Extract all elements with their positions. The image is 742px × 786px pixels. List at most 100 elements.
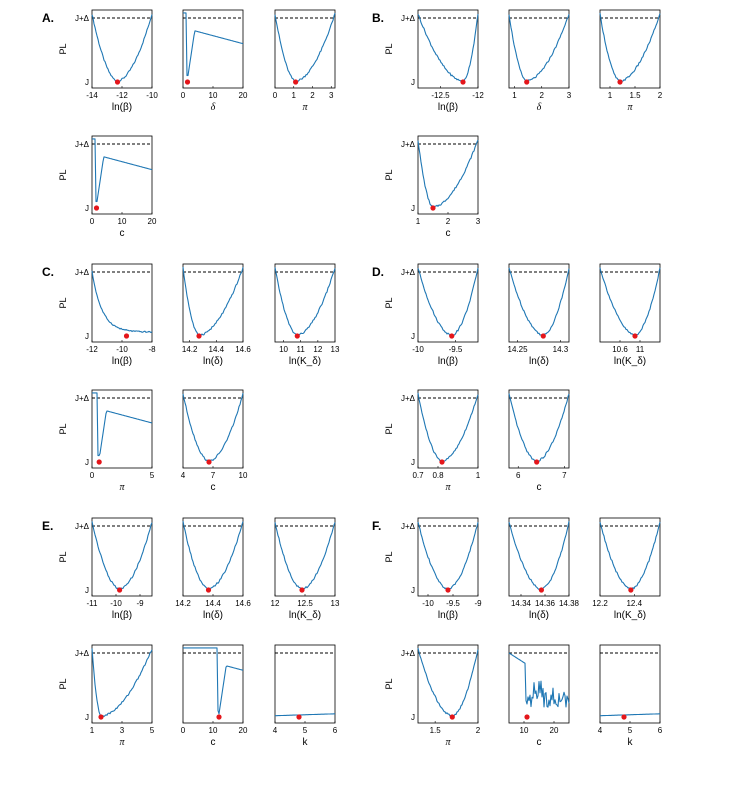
profile-likelihood-curve — [417, 139, 479, 208]
x-tick-label: 1 — [512, 91, 517, 100]
optimum-point — [293, 79, 299, 85]
x-axis-label: ln(K_δ) — [614, 610, 646, 621]
x-tick-label: 3 — [567, 91, 572, 100]
x-tick-label: 10 — [239, 471, 248, 480]
subplot-15: 14.25 14.3 ln(δ) — [508, 263, 570, 367]
x-tick-label: 14.2 — [175, 599, 191, 608]
y-tick-bottom: J — [85, 713, 89, 722]
x-tick-label: -12 — [472, 91, 484, 100]
x-tick-label: 1 — [90, 726, 95, 735]
x-tick-label: 0.7 — [412, 471, 424, 480]
y-tick-top: J+Δ — [75, 649, 90, 658]
x-tick-label: 2 — [446, 217, 451, 226]
x-tick-label: 12.4 — [626, 599, 642, 608]
subplot-frame — [417, 263, 479, 343]
subplot-frame — [508, 389, 570, 469]
x-tick-label: 6 — [333, 726, 338, 735]
x-axis-label: ln(β) — [112, 610, 132, 621]
optimum-point — [628, 587, 634, 593]
x-tick-label: 4 — [181, 471, 186, 480]
x-tick-label: -8 — [148, 345, 156, 354]
subplot-7: 1 1.5 2 π — [599, 9, 663, 113]
panel-label: C. — [42, 265, 54, 279]
x-tick-label: 3 — [476, 217, 481, 226]
x-tick-label: 3 — [120, 726, 125, 735]
y-tick-top: J+Δ — [401, 522, 416, 531]
y-tick-bottom: J — [411, 586, 415, 595]
x-tick-label: 1 — [608, 91, 613, 100]
subplot-6: 1 2 3 δ — [508, 9, 572, 113]
x-tick-label: -12 — [86, 345, 98, 354]
x-tick-label: 10 — [279, 345, 288, 354]
x-axis-label: ln(β) — [438, 610, 458, 621]
x-tick-label: -9 — [136, 599, 144, 608]
x-tick-label: -9 — [474, 599, 482, 608]
subplot-10: 14.2 14.4 14.6 ln(δ) — [182, 263, 251, 367]
x-tick-label: -12.5 — [431, 91, 450, 100]
y-tick-bottom: J — [411, 332, 415, 341]
subplot-16: 10.6 11 ln(K_δ) — [599, 263, 661, 367]
optimum-point — [296, 714, 302, 720]
x-tick-label: 0 — [181, 91, 186, 100]
subplot-frame — [417, 389, 479, 469]
x-axis-label: ln(δ) — [203, 610, 223, 621]
profile-likelihood-curve — [91, 521, 153, 590]
y-axis-title: PL — [58, 169, 68, 180]
x-tick-label: 7 — [562, 471, 567, 480]
x-axis-label: c — [537, 737, 542, 748]
x-axis-label: δ — [537, 102, 542, 113]
subplot-frame — [508, 9, 570, 89]
x-tick-label: 3 — [329, 91, 334, 100]
optimum-point — [524, 714, 530, 720]
subplot-5: J+Δ J PL -12.5 -12 ln(β) — [384, 9, 484, 113]
x-axis-label: π — [119, 482, 125, 493]
x-axis-label: c — [446, 228, 451, 239]
profile-likelihood-curve — [599, 12, 661, 82]
optimum-point — [445, 587, 451, 593]
optimum-point — [449, 714, 455, 720]
profile-likelihood-curve — [600, 713, 660, 717]
optimum-point — [216, 714, 222, 720]
x-axis-label: π — [445, 737, 451, 748]
subplot-frame — [182, 644, 244, 724]
x-tick-label: 1.5 — [430, 726, 442, 735]
optimum-point — [123, 333, 130, 339]
x-tick-label: -10 — [412, 345, 424, 354]
subplot-29: 10 20 c — [508, 644, 570, 748]
profile-likelihood-curve — [275, 713, 335, 717]
x-tick-label: 0.8 — [432, 471, 444, 480]
x-tick-label: 12.2 — [592, 599, 608, 608]
subplot-21: 12 12.5 13 ln(K_δ) — [271, 517, 340, 621]
subplot-frame — [417, 9, 479, 89]
x-tick-label: 4 — [598, 726, 603, 735]
subplot-9: J+Δ J PL -12 -10 -8 ln(β) — [58, 263, 156, 367]
x-tick-label: 5 — [628, 726, 633, 735]
optimum-point — [430, 205, 436, 211]
x-tick-label: 20 — [148, 217, 157, 226]
y-tick-bottom: J — [85, 204, 89, 213]
subplot-frame — [599, 9, 661, 89]
optimum-point — [534, 459, 540, 465]
y-tick-top: J+Δ — [75, 140, 90, 149]
x-tick-label: 7 — [211, 471, 216, 480]
subplot-1: J+Δ J PL -14 -12 -10 ln(β) — [58, 9, 158, 113]
optimum-point — [96, 459, 102, 465]
panel-label: A. — [42, 11, 54, 25]
y-axis-title: PL — [58, 43, 68, 54]
y-tick-top: J+Δ — [75, 14, 90, 23]
profile-likelihood-curve — [417, 13, 479, 83]
x-axis-label: k — [628, 737, 634, 748]
optimum-point — [524, 79, 530, 85]
x-axis-label: ln(β) — [112, 102, 132, 113]
x-tick-label: 14.38 — [559, 599, 580, 608]
y-tick-top: J+Δ — [401, 649, 416, 658]
x-tick-label: 14.36 — [535, 599, 556, 608]
y-axis-title: PL — [58, 297, 68, 308]
x-tick-label: 2 — [540, 91, 545, 100]
x-tick-label: 0 — [181, 726, 186, 735]
x-tick-label: 20 — [239, 91, 248, 100]
x-tick-label: 5 — [150, 471, 155, 480]
x-tick-label: 1 — [476, 471, 481, 480]
y-tick-top: J+Δ — [401, 14, 416, 23]
x-axis-label: π — [119, 737, 125, 748]
